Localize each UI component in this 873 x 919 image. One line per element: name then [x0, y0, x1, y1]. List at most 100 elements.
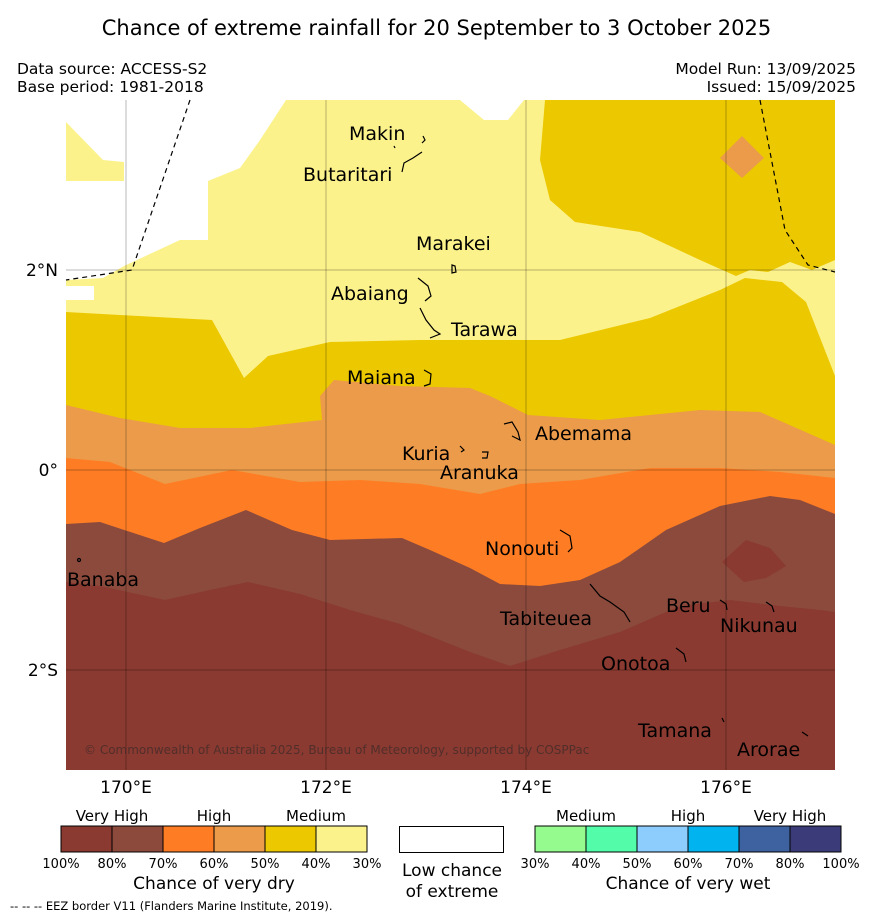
tabiteuea-outline: [589, 583, 631, 623]
dry-tick-3: 60%: [200, 857, 229, 872]
label-abemama: Abemama: [535, 423, 632, 445]
label-tabiteuea: Tabiteuea: [499, 608, 592, 630]
low-chance-line2: of extreme: [406, 882, 499, 902]
butaritari-outline: [393, 145, 423, 173]
label-tamana: Tamana: [637, 720, 712, 742]
label-tarawa: Tarawa: [450, 319, 518, 341]
label-butaritari: Butaritari: [303, 164, 392, 186]
band-high-spot: [720, 136, 764, 178]
kuria-outline: [459, 445, 465, 453]
lat-tick-2n: 2°N: [26, 261, 58, 281]
legend-low-chance: Low chance of extreme: [399, 826, 504, 902]
wet-cat-medium: Medium: [556, 807, 616, 825]
low-chance-swatch: [399, 826, 504, 853]
wet-tick-0: 30%: [521, 857, 550, 872]
lat-tick-0: 0°: [39, 461, 58, 481]
legend-wet: Medium High Very High 30% 40% 50% 60% 70% 80%…: [521, 807, 860, 894]
model-run-block: Model Run: 13/09/2025 Issued: 15/09/2025: [675, 60, 856, 96]
lat-tick-2s: 2°S: [28, 661, 58, 681]
map-title: Chance of extreme rainfall for 20 Septem…: [101, 16, 772, 40]
wet-swatch-5: [789, 825, 842, 853]
wet-swatch-3: [687, 825, 740, 853]
wet-swatch-1: [585, 825, 638, 853]
lon-tick-174e: 174°E: [500, 778, 552, 798]
low-chance-corner: [66, 286, 94, 300]
lat-tick-labels: 2°N 0° 2°S: [26, 261, 58, 681]
issued-date: Issued: 15/09/2025: [706, 78, 856, 96]
label-makin: Makin: [349, 123, 405, 145]
onotoa-outline: [675, 647, 687, 663]
wet-tick-2: 50%: [623, 857, 652, 872]
dry-tick-labels: 100% 80% 70% 60% 50% 40% 30%: [42, 857, 381, 872]
label-nonouti: Nonouti: [485, 538, 559, 560]
wet-swatch-0: [534, 825, 587, 853]
model-run: Model Run: 13/09/2025: [675, 60, 856, 78]
arorae-outline: [801, 731, 809, 737]
label-abaiang: Abaiang: [331, 283, 409, 305]
marakei-outline: [451, 264, 457, 274]
label-onotoa: Onotoa: [601, 653, 670, 675]
beru-outline: [719, 599, 728, 611]
abaiang-outline: [417, 277, 432, 302]
data-source-block: Data source: ACCESS-S2 Base period: 1981…: [17, 60, 207, 96]
dry-tick-6: 30%: [353, 857, 382, 872]
label-nikunau: Nikunau: [720, 615, 798, 637]
low-chance-line1: Low chance: [402, 861, 502, 881]
label-marakei: Marakei: [416, 233, 491, 255]
data-source: Data source: ACCESS-S2: [17, 60, 208, 78]
wet-tick-labels: 30% 40% 50% 60% 70% 80% 100%: [521, 857, 860, 872]
band-very-high-spot: [722, 540, 786, 582]
band-very-high: [66, 582, 835, 770]
dry-swatch-4: [264, 825, 317, 853]
eez-border-east: [759, 99, 836, 273]
dry-tick-1: 80%: [98, 857, 127, 872]
wet-swatches: [534, 825, 842, 853]
dry-swatch-3: [213, 825, 266, 853]
dry-legend-title: Chance of very dry: [133, 874, 295, 894]
tamana-outline: [721, 717, 725, 723]
dry-tick-2: 70%: [149, 857, 178, 872]
eez-border-note: -- -- -- EEZ border V11 (Flanders Marine…: [10, 899, 333, 913]
wet-tick-5: 80%: [776, 857, 805, 872]
label-beru: Beru: [666, 595, 711, 617]
label-kuria: Kuria: [402, 443, 450, 465]
nikunau-outline: [765, 601, 775, 613]
label-banaba: Banaba: [67, 569, 139, 591]
label-aranuka: Aranuka: [440, 462, 519, 484]
wet-tick-4: 70%: [725, 857, 754, 872]
makin-outline: [421, 135, 426, 144]
copyright-notice: © Commonwealth of Australia 2025, Bureau…: [84, 743, 589, 757]
label-arorae: Arorae: [737, 739, 800, 761]
dry-tick-0: 100%: [42, 857, 79, 872]
lon-tick-170e: 170°E: [100, 778, 152, 798]
dry-tick-4: 50%: [251, 857, 280, 872]
island-labels: Makin Butaritari Marakei Abaiang Tarawa …: [67, 123, 800, 761]
lon-tick-176e: 176°E: [700, 778, 752, 798]
dry-tick-5: 40%: [302, 857, 331, 872]
dry-cat-high: High: [197, 807, 231, 825]
dry-cat-medium: Medium: [286, 807, 346, 825]
aranuka-outline: [482, 451, 489, 459]
abemama-outline: [503, 421, 521, 442]
graticule: [66, 100, 835, 770]
wet-tick-1: 40%: [572, 857, 601, 872]
lon-tick-172e: 172°E: [300, 778, 352, 798]
dry-swatch-2: [162, 825, 215, 853]
wet-swatch-4: [738, 825, 791, 853]
dry-swatch-0: [60, 825, 113, 853]
dry-cat-very-high: Very High: [76, 807, 149, 825]
maiana-outline: [423, 369, 432, 387]
lon-tick-labels: 170°E 172°E 174°E 176°E: [100, 778, 752, 798]
wet-swatch-2: [636, 825, 689, 853]
eez-borders: [65, 99, 836, 281]
dry-swatches: [60, 825, 368, 853]
wet-cat-high: High: [671, 807, 705, 825]
band-medium-upper: [540, 100, 835, 276]
dry-swatch-5: [315, 825, 368, 853]
base-period: Base period: 1981-2018: [17, 78, 204, 96]
tarawa-outline: [419, 307, 442, 339]
wet-legend-title: Chance of very wet: [606, 874, 771, 894]
island-outlines: [76, 135, 809, 737]
banaba-outline: [76, 557, 82, 563]
